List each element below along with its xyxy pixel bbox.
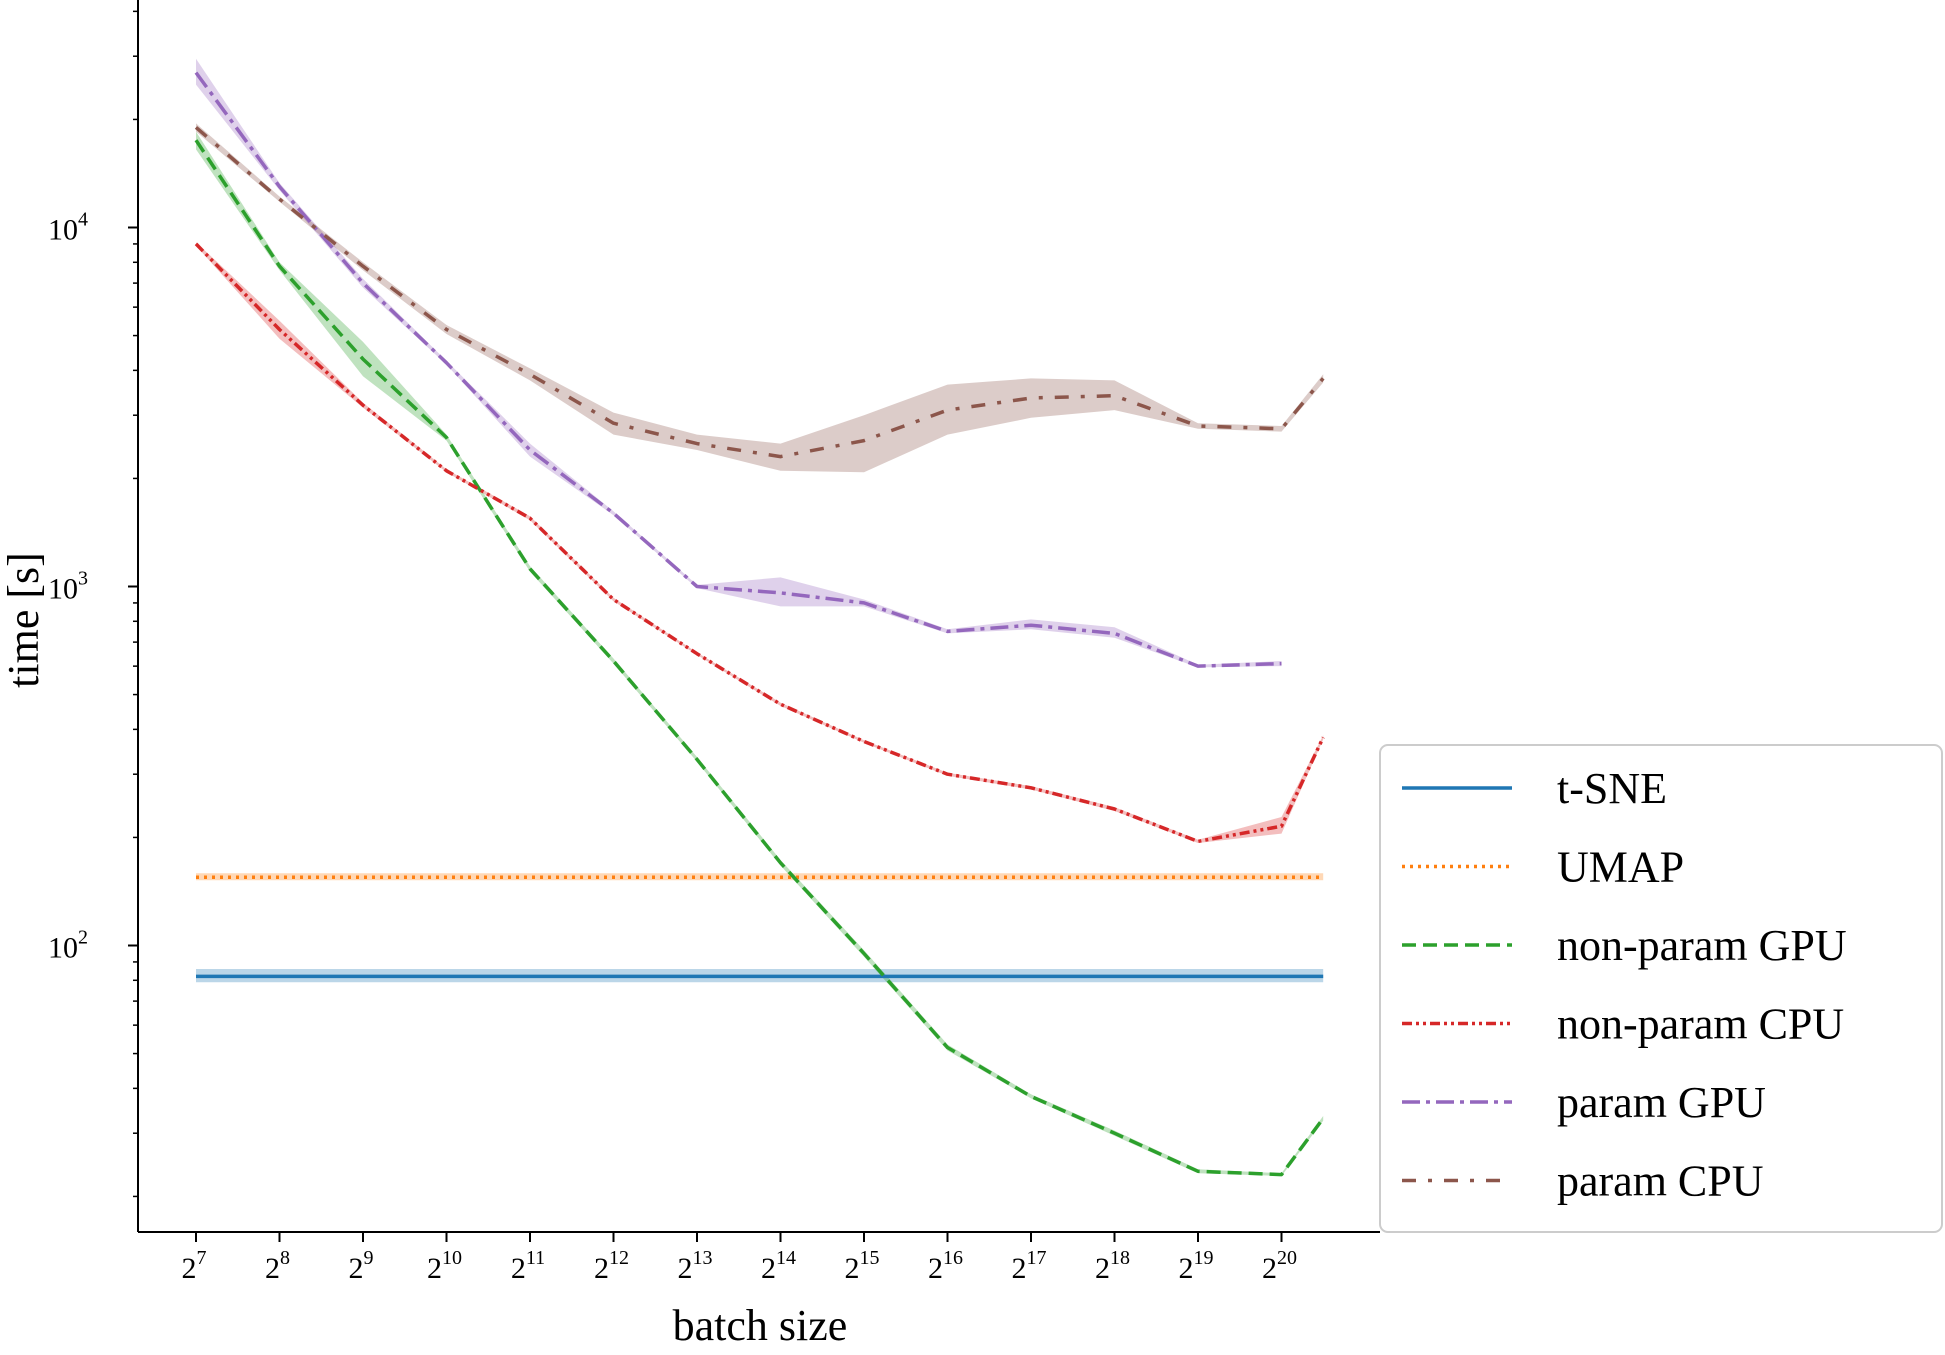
x-tick-base: 2: [427, 1252, 442, 1285]
x-tick-exponent: 18: [1110, 1247, 1130, 1269]
legend-label-param-gpu: param GPU: [1557, 1078, 1766, 1127]
confidence-bands: [196, 58, 1324, 1177]
series-line-non-param-cpu: [194, 242, 1325, 844]
x-ticks: 27 28 29 210 211 212 213 214 215 216 217 218 219 220: [182, 1232, 1297, 1285]
series-line-param-cpu: [194, 126, 1325, 459]
x-tick-label: 214: [761, 1247, 796, 1285]
x-tick-exponent: 9: [364, 1247, 374, 1269]
x-tick-exponent: 19: [1194, 1247, 1214, 1269]
x-tick-exponent: 7: [197, 1247, 207, 1269]
x-tick-label: 213: [678, 1247, 713, 1285]
y-tick-label: 104: [48, 209, 88, 247]
x-axis-title: batch size: [673, 1301, 848, 1350]
x-tick-label: 219: [1179, 1247, 1214, 1285]
x-tick-exponent: 8: [280, 1247, 290, 1269]
x-tick-exponent: 12: [609, 1247, 629, 1269]
y-axis-title: time [s]: [0, 552, 48, 688]
x-tick-base: 2: [928, 1252, 943, 1285]
x-tick-exponent: 10: [442, 1247, 462, 1269]
x-tick-base: 2: [511, 1252, 526, 1285]
x-tick-label: 217: [1012, 1247, 1047, 1285]
x-tick-exponent: 20: [1277, 1247, 1297, 1269]
x-tick-label: 211: [511, 1247, 545, 1285]
x-tick-base: 2: [594, 1252, 609, 1285]
band-param-cpu: [196, 123, 1324, 473]
x-tick-base: 2: [1179, 1252, 1194, 1285]
x-tick-base: 2: [678, 1252, 693, 1285]
x-tick-label: 215: [845, 1247, 880, 1285]
x-tick-base: 2: [761, 1252, 776, 1285]
y-tick-base: 10: [48, 214, 78, 247]
x-tick-base: 2: [182, 1252, 197, 1285]
x-tick-label: 220: [1262, 1247, 1297, 1285]
series-line-param-gpu: [194, 71, 1282, 668]
x-tick-base: 2: [1012, 1252, 1027, 1285]
series-line-non-param-gpu: [194, 139, 1325, 1177]
x-tick-exponent: 15: [860, 1247, 880, 1269]
legend-label-non-param-cpu: non-param CPU: [1557, 1000, 1844, 1049]
series-lines: [194, 71, 1325, 1177]
x-tick-exponent: 14: [776, 1247, 796, 1269]
x-tick-label: 28: [265, 1247, 290, 1285]
legend: t-SNE UMAP non-param GPU non-param CPU param…: [1379, 744, 1943, 1233]
y-tick-label: 103: [48, 568, 88, 606]
y-tick-base: 10: [48, 573, 78, 606]
x-tick-exponent: 17: [1027, 1247, 1047, 1269]
x-tick-base: 2: [1095, 1252, 1110, 1285]
x-tick-exponent: 16: [943, 1247, 963, 1269]
x-tick-label: 212: [594, 1247, 629, 1285]
legend-label-param-cpu: param CPU: [1557, 1157, 1764, 1206]
y-tick-exponent: 4: [78, 209, 88, 231]
x-tick-base: 2: [845, 1252, 860, 1285]
x-tick-exponent: 11: [526, 1247, 545, 1269]
x-tick-label: 29: [349, 1247, 374, 1285]
legend-label-umap: UMAP: [1557, 843, 1684, 892]
x-tick-base: 2: [1262, 1252, 1277, 1285]
legend-label-t-sne: t-SNE: [1557, 764, 1667, 813]
x-tick-label: 27: [182, 1247, 207, 1285]
y-tick-label: 102: [48, 927, 88, 965]
y-tick-exponent: 3: [78, 568, 88, 590]
legend-label-non-param-gpu: non-param GPU: [1557, 921, 1847, 970]
legend-frame: [1379, 744, 1943, 1233]
x-tick-label: 210: [427, 1247, 462, 1285]
x-tick-label: 218: [1095, 1247, 1130, 1285]
x-tick-exponent: 13: [693, 1247, 713, 1269]
band-non-param-cpu: [196, 242, 1324, 843]
y-tick-exponent: 2: [78, 927, 88, 949]
x-tick-label: 216: [928, 1247, 963, 1285]
y-tick-base: 10: [48, 932, 78, 965]
x-tick-base: 2: [265, 1252, 280, 1285]
axes: [137, 0, 1380, 1233]
x-tick-base: 2: [349, 1252, 364, 1285]
